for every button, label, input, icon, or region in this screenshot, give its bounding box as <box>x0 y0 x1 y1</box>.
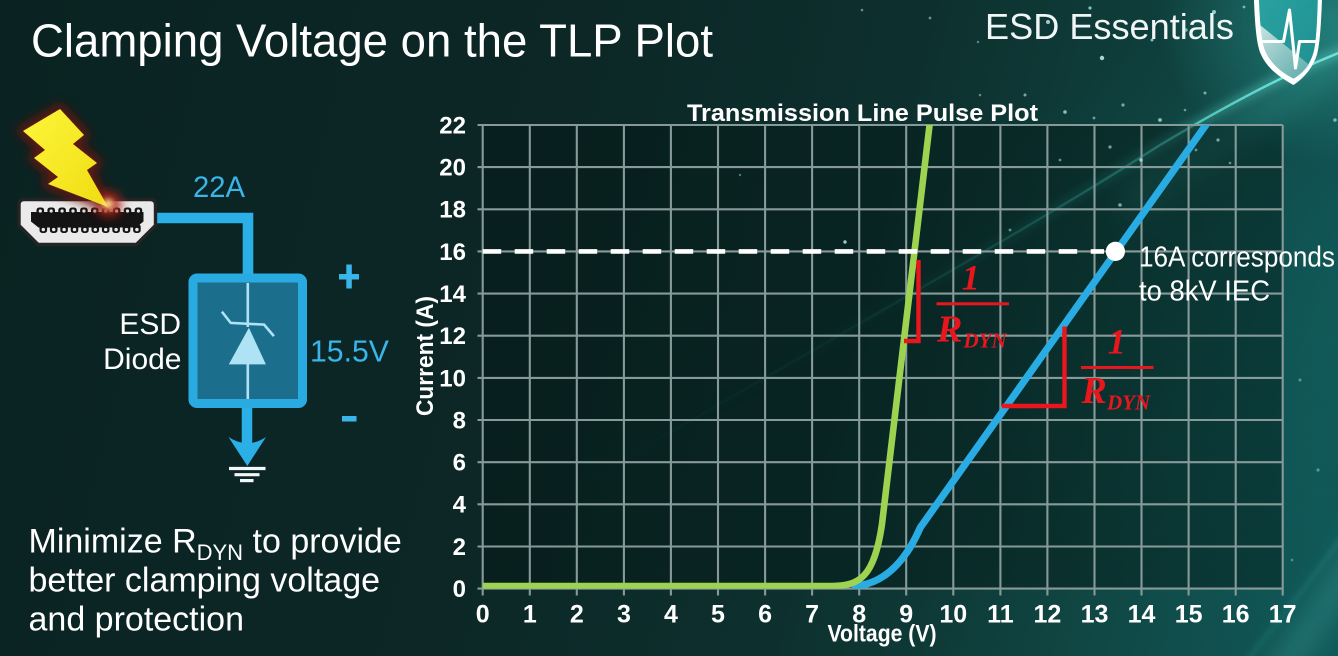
svg-text:22A: 22A <box>193 172 245 204</box>
svg-text:4: 4 <box>664 600 678 628</box>
svg-text:Transmission Line Pulse Plot: Transmission Line Pulse Plot <box>687 100 1038 127</box>
svg-text:2: 2 <box>570 600 584 628</box>
svg-text:to 8kV IEC: to 8kV IEC <box>1139 276 1270 308</box>
svg-text:Clamping Voltage on the TLP Pl: Clamping Voltage on the TLP Plot <box>31 15 713 67</box>
svg-text:9: 9 <box>899 600 913 628</box>
svg-text:R: R <box>936 309 962 351</box>
svg-text:11: 11 <box>987 600 1014 628</box>
svg-text:12: 12 <box>439 323 466 350</box>
svg-text:Voltage (V): Voltage (V) <box>828 621 937 648</box>
svg-text:16A corresponds: 16A corresponds <box>1139 242 1335 274</box>
svg-text:1: 1 <box>962 258 980 298</box>
svg-text:6: 6 <box>453 450 466 477</box>
svg-text:8: 8 <box>852 600 866 628</box>
svg-text:Minimize RDYN to provide: Minimize RDYN to provide <box>29 523 402 566</box>
svg-text:7: 7 <box>805 600 819 628</box>
svg-text:1: 1 <box>523 600 537 628</box>
svg-text:2: 2 <box>453 534 466 561</box>
svg-text:12: 12 <box>1033 600 1061 628</box>
svg-text:20: 20 <box>439 155 466 182</box>
svg-text:ESD Essentials: ESD Essentials <box>985 6 1234 47</box>
svg-text:5: 5 <box>711 600 725 628</box>
svg-text:15: 15 <box>1175 600 1203 628</box>
svg-text:6: 6 <box>758 600 772 628</box>
svg-text:R: R <box>1081 370 1107 412</box>
svg-text:better clamping voltage: better clamping voltage <box>29 562 381 600</box>
svg-text:14: 14 <box>439 281 466 308</box>
svg-text:18: 18 <box>439 197 466 224</box>
svg-text:0: 0 <box>476 600 490 628</box>
svg-text:Diode: Diode <box>103 343 181 376</box>
svg-text:DYN: DYN <box>1106 391 1151 415</box>
svg-text:and protection: and protection <box>29 601 245 639</box>
svg-text:16: 16 <box>439 239 466 266</box>
svg-text:3: 3 <box>617 600 631 628</box>
svg-text:22: 22 <box>439 112 466 139</box>
svg-text:13: 13 <box>1081 600 1109 628</box>
svg-text:10: 10 <box>439 365 466 392</box>
svg-text:17: 17 <box>1269 600 1297 628</box>
svg-text:4: 4 <box>453 492 467 519</box>
svg-text:14: 14 <box>1128 600 1156 628</box>
svg-text:16: 16 <box>1222 600 1250 628</box>
svg-text:15.5V: 15.5V <box>310 336 389 369</box>
svg-text:ESD: ESD <box>119 308 181 341</box>
svg-text:8: 8 <box>453 407 466 434</box>
svg-text:0: 0 <box>453 576 466 603</box>
svg-text:DYN: DYN <box>963 329 1008 353</box>
svg-text:1: 1 <box>1108 322 1126 362</box>
svg-text:10: 10 <box>939 600 967 628</box>
svg-text:Current (A): Current (A) <box>412 296 439 416</box>
